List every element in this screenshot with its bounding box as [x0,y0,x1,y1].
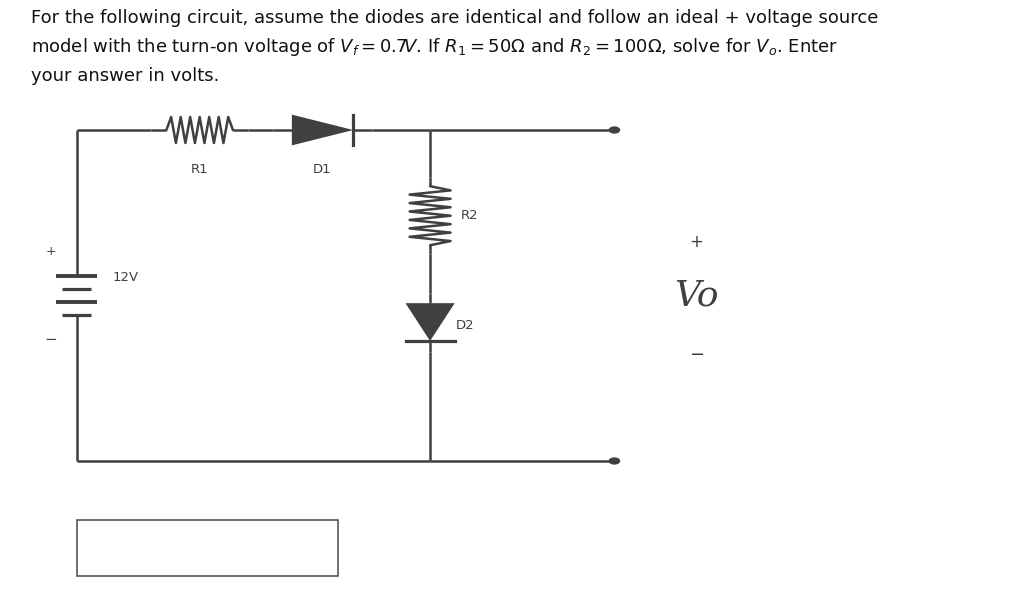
Polygon shape [406,303,455,341]
Text: R1: R1 [190,163,209,176]
Text: −: − [689,346,703,363]
Text: −: − [45,332,57,348]
Text: D1: D1 [313,163,332,176]
Circle shape [609,127,620,133]
Text: R2: R2 [461,209,478,222]
FancyBboxPatch shape [77,520,338,576]
Text: +: + [689,233,703,251]
Polygon shape [292,115,353,145]
Text: 12V: 12V [113,271,139,284]
Text: D2: D2 [456,319,474,332]
Text: +: + [46,245,56,258]
Circle shape [609,458,620,464]
Text: For the following circuit, assume the diodes are identical and follow an ideal +: For the following circuit, assume the di… [31,9,879,85]
Text: Vo: Vo [674,278,719,313]
